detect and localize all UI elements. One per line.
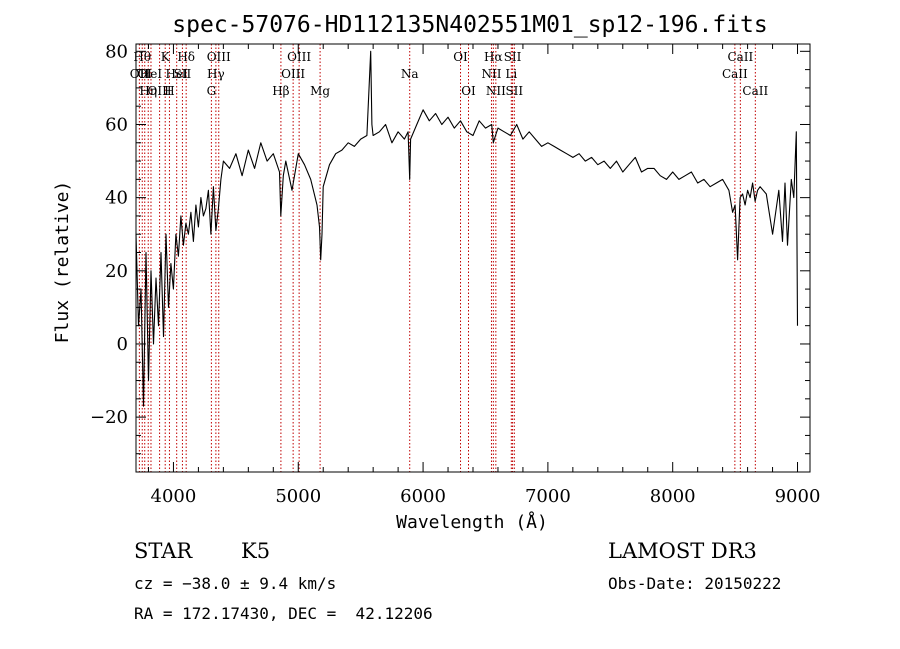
line-label-1: Hθ (133, 50, 151, 64)
y-tick-label-3: 40 (105, 188, 128, 209)
line-label-21: NII (481, 67, 501, 81)
line-label-3: Hη (139, 84, 157, 98)
x-tick-label-2: 6000 (400, 486, 446, 507)
line-label-27: CaII (722, 67, 748, 81)
line-label-10: Hδ (177, 50, 195, 64)
line-label-22: Hα (484, 50, 503, 64)
y-tick-label-4: 60 (105, 114, 128, 135)
line-label-24: Li (505, 67, 517, 81)
chart-title: spec-57076-HD112135N402551M01_sp12-196.f… (172, 12, 767, 38)
line-label-13: OIII (207, 50, 231, 64)
obs-date: Obs-Date: 20150222 (608, 574, 782, 593)
spectral-line-labels: OIIHθOIHηHeIOIIIKHHeISIIHδGHγOIIIHβOIIIO… (130, 50, 769, 98)
survey-name: LAMOST DR3 (608, 539, 757, 563)
line-label-28: CaII (727, 50, 753, 64)
line-label-19: OI (453, 50, 468, 64)
line-label-8: HeI (166, 67, 189, 81)
line-label-15: OIII (281, 67, 305, 81)
line-label-25: SII (504, 50, 522, 64)
y-tick-label-5: 80 (105, 41, 128, 62)
redshift-info: cz = −38.0 ± 9.4 km/s (134, 574, 337, 593)
line-label-29: CaII (742, 84, 768, 98)
line-label-9: SII (174, 67, 192, 81)
y-tick-label-0: −20 (90, 407, 128, 428)
line-label-6: K (161, 50, 171, 64)
line-label-12: Hγ (207, 67, 225, 81)
x-axis-ticks: 4000 5000 6000 7000 8000 9000 (147, 44, 821, 507)
line-label-7: H (164, 84, 174, 98)
line-label-2: OI (137, 67, 152, 81)
line-label-18: Na (401, 67, 419, 81)
line-label-0: OII (130, 67, 150, 81)
spectrum-line (135, 50, 799, 407)
coordinates: RA = 172.17430, DEC = 42.12206 (134, 604, 433, 623)
line-label-5: OIII (148, 84, 172, 98)
x-tick-label-4: 8000 (650, 486, 696, 507)
line-label-11: G (207, 84, 217, 98)
object-class: STAR (134, 539, 193, 563)
object-subclass: K5 (241, 539, 271, 563)
plot-frame (135, 43, 811, 473)
x-tick-label-0: 4000 (151, 486, 197, 507)
spectrum-series (135, 50, 799, 407)
line-label-20: OI (461, 84, 476, 98)
y-tick-label-2: 20 (105, 261, 128, 282)
x-tick-label-1: 5000 (275, 486, 321, 507)
line-label-26: SII (505, 84, 523, 98)
y-axis-ticks: −20 0 20 40 60 80 (90, 41, 810, 473)
line-label-14: Hβ (272, 84, 289, 98)
y-axis-label: Flux (relative) (52, 181, 73, 344)
line-label-17: Mg (310, 84, 330, 98)
x-tick-label-5: 9000 (775, 486, 821, 507)
x-axis-label: Wavelength (Å) (396, 511, 548, 533)
x-tick-label-3: 7000 (525, 486, 571, 507)
line-label-16: OIII (287, 50, 311, 64)
y-tick-label-1: 0 (117, 334, 128, 355)
line-label-4: HeI (140, 67, 163, 81)
spectral-line-markers (138, 44, 756, 472)
line-label-23: NII (486, 84, 506, 98)
